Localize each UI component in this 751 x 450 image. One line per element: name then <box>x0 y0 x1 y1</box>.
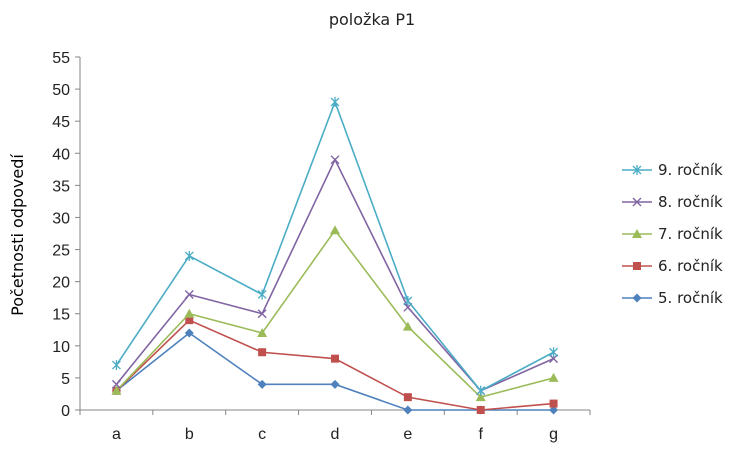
series-line <box>115 228 554 399</box>
data-point <box>330 155 340 165</box>
data-point <box>476 406 485 414</box>
y-tick-label: 50 <box>52 82 70 99</box>
y-axis-label: Početnosti odpovedí <box>8 154 27 316</box>
y-tick-label: 10 <box>52 339 70 356</box>
series-5-rocnik <box>111 328 559 415</box>
data-point <box>184 328 194 338</box>
legend-label: 5. ročník <box>658 289 723 307</box>
data-point <box>549 354 559 364</box>
y-tick-label: 25 <box>52 243 70 260</box>
data-point <box>403 295 413 306</box>
data-point <box>184 250 194 261</box>
legend-item: 5. ročník <box>622 289 723 307</box>
data-point <box>257 309 267 319</box>
legend-marker <box>632 165 642 175</box>
y-tick-label: 45 <box>52 114 70 131</box>
axes: 0 5 10 15 20 25 30 35 40 45 50 55 a b c d e f g <box>52 50 591 443</box>
series-layer <box>111 96 559 415</box>
data-point <box>258 348 267 357</box>
data-point <box>549 405 559 415</box>
data-point <box>330 379 340 389</box>
legend-item: 6. ročník <box>622 257 723 275</box>
y-tick-label: 55 <box>52 50 70 67</box>
data-point <box>111 379 121 389</box>
legend-label: 9. ročník <box>658 161 723 179</box>
series-9-rocnik <box>111 96 559 396</box>
series-line <box>115 331 554 411</box>
data-point <box>111 360 121 371</box>
legend-label: 8. ročník <box>658 193 723 211</box>
x-tick-label: f <box>478 426 483 443</box>
legend-marker <box>632 293 642 303</box>
data-point <box>403 405 413 415</box>
y-tick-label: 20 <box>52 275 70 292</box>
y-tick-label: 5 <box>61 371 70 388</box>
data-point <box>475 392 486 402</box>
data-point <box>257 327 268 337</box>
legend-label: 7. ročník <box>658 225 723 243</box>
y-tick-label: 0 <box>61 403 70 420</box>
data-point <box>403 393 412 402</box>
data-point <box>331 354 339 363</box>
y-tick-label: 30 <box>52 210 70 227</box>
data-point <box>330 96 340 107</box>
data-point <box>111 385 122 395</box>
y-tick-label: 40 <box>52 146 70 163</box>
x-tick-label: c <box>258 426 266 443</box>
data-point <box>549 347 559 358</box>
data-point <box>476 385 486 396</box>
x-tick-label: g <box>549 426 558 443</box>
legend-item: 8. ročník <box>622 193 723 211</box>
x-tick-label: b <box>185 426 194 443</box>
series-7-rocnik <box>111 225 559 402</box>
chart-title: položka P1 <box>329 10 415 29</box>
data-point <box>402 321 413 331</box>
data-point <box>257 379 267 389</box>
y-tick-label: 35 <box>52 178 70 195</box>
series-6-rocnik <box>112 316 558 414</box>
data-point <box>184 308 195 318</box>
data-point <box>548 372 559 382</box>
series-line <box>115 99 554 392</box>
y-tick-label: 15 <box>52 307 70 324</box>
x-tick-label: a <box>112 426 121 443</box>
data-point <box>184 289 194 299</box>
data-point <box>185 316 194 325</box>
data-point <box>549 399 558 408</box>
x-tick-label: e <box>403 426 412 443</box>
x-tick-label: d <box>331 426 340 443</box>
legend-item: 7. ročník <box>622 225 723 243</box>
data-point <box>330 225 340 235</box>
legend-item: 9. ročník <box>622 161 723 179</box>
legend-marker <box>633 262 641 270</box>
series-line <box>115 319 554 411</box>
legend-marker <box>632 197 642 207</box>
legend-label: 6. ročník <box>658 257 723 275</box>
legend: 9. ročník 8. ročník 7. ročník 6. ročník 5. r… <box>622 161 723 307</box>
legend-marker <box>632 229 642 238</box>
data-point <box>257 289 267 300</box>
